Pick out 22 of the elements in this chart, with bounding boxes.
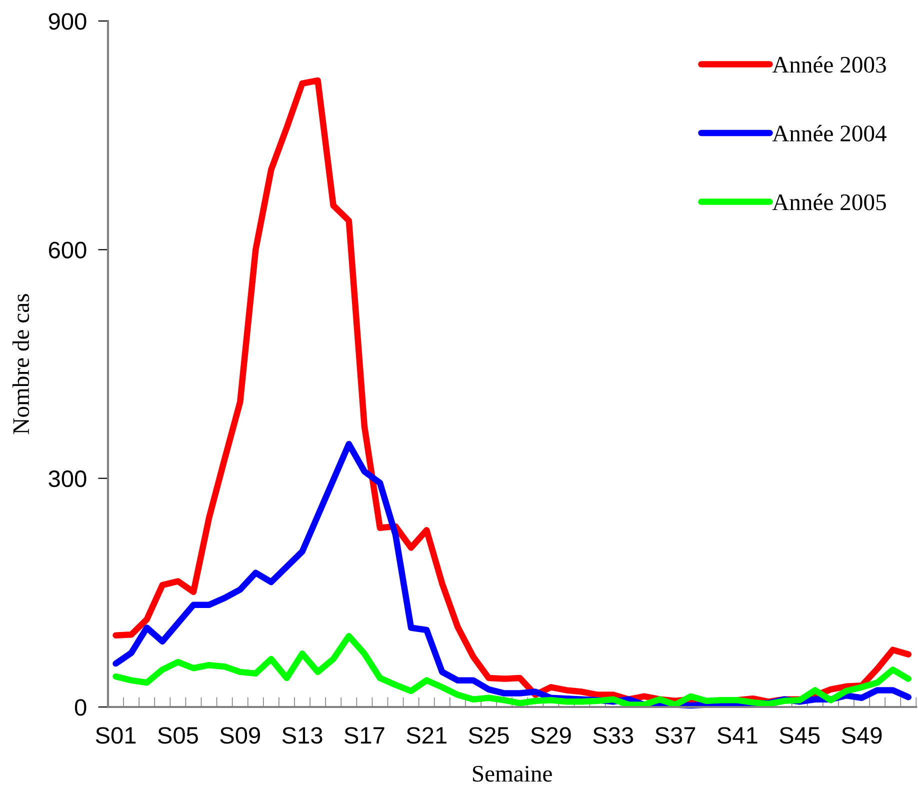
y-tick-label: 600 [48,242,86,258]
x-tick-label: S45 [780,727,820,744]
y-axis-title: Nombre de cas [12,294,30,434]
x-tick-label: S17 [344,727,384,744]
x-tick-label: S05 [158,727,198,744]
x-tick-label: S33 [593,727,634,744]
y-tick-label: 0 [74,699,86,716]
x-tick-label: S25 [468,727,509,744]
legend-label: Année 2003 [772,56,886,73]
y-tick-label: 300 [48,470,86,488]
legend-label: Année 2005 [772,194,886,210]
x-tick-label: S41 [718,727,758,744]
x-tick-label: S21 [406,727,446,744]
x-tick-label: S01 [96,727,136,744]
y-tick-label: 900 [48,13,86,30]
legend-label: Année 2004 [772,124,886,142]
x-tick-label: S09 [220,727,260,744]
x-tick-label: S29 [531,727,571,744]
x-tick-label: S13 [282,727,322,744]
x-axis-title: Semaine [473,766,552,782]
x-tick-label: S37 [655,727,696,744]
x-tick-label: S49 [842,727,882,744]
